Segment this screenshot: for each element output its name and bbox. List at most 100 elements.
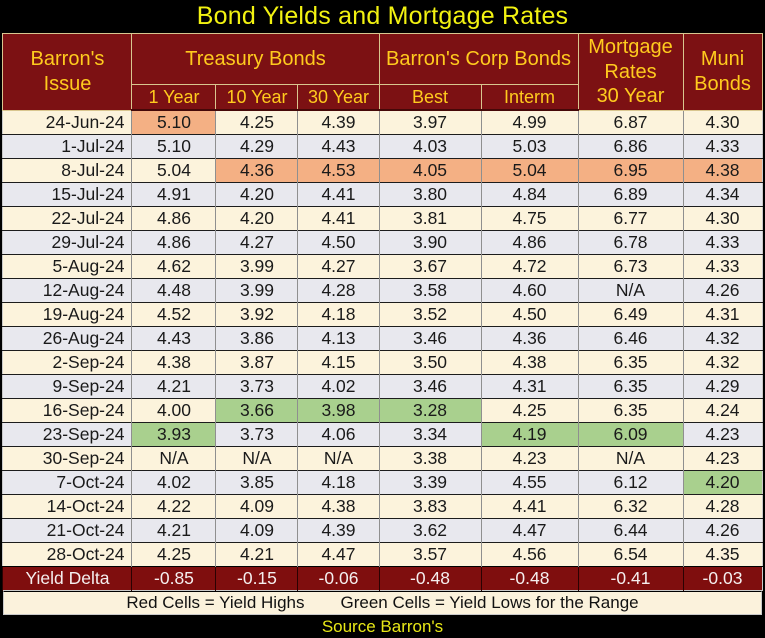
yield-value-cell: 4.02 (131, 470, 216, 495)
table-row: 24-Jun-24 5.10 4.25 4.39 3.97 4.99 6.87 4.30 (2, 109, 762, 135)
table-row: 19-Aug-24 4.52 3.92 4.18 3.52 4.50 6.49 4.31 (2, 302, 762, 327)
yield-value-cell: 4.05 (378, 158, 481, 183)
issue-date-cell: 19-Aug-24 (2, 302, 132, 327)
yield-value-cell: 3.67 (378, 254, 481, 279)
yield-value-cell: 4.13 (297, 326, 379, 351)
yield-value-cell: 3.58 (378, 278, 481, 303)
yield-value-cell: 4.30 (682, 109, 762, 135)
yield-value-cell: 4.33 (682, 230, 762, 255)
table-row: 2-Sep-24 4.38 3.87 4.15 3.50 4.38 6.35 4.32 (2, 350, 762, 375)
yield-value-cell: 6.77 (577, 206, 683, 231)
yield-value-cell: 3.87 (215, 350, 298, 375)
yield-value-cell: 4.86 (480, 230, 578, 255)
yield-value-cell: 4.21 (131, 518, 216, 543)
yield-value-cell: 4.41 (480, 494, 578, 519)
col-header-barrons-issue: Barron's Issue (2, 33, 133, 111)
yield-value-cell: 6.35 (577, 374, 683, 399)
issue-date-cell: 24-Jun-24 (2, 109, 132, 135)
yield-value-cell: 4.26 (682, 278, 762, 303)
yield-value-cell: 4.20 (215, 182, 298, 207)
yield-value-cell: 4.15 (297, 350, 379, 375)
yield-value-cell: 4.84 (480, 182, 578, 207)
issue-date-cell: 23-Sep-24 (2, 422, 132, 447)
yield-value-cell: 6.35 (577, 350, 683, 375)
yield-value-cell: 4.20 (682, 470, 762, 495)
col-header-1-year: 1 Year (131, 84, 217, 111)
yield-value-cell: 3.46 (378, 374, 481, 399)
yield-value-cell: 4.06 (297, 422, 379, 447)
issue-date-cell: 30-Sep-24 (2, 446, 132, 471)
yield-value-cell: 4.34 (682, 182, 762, 207)
yield-value-cell: 4.50 (297, 230, 379, 255)
yield-value-cell: 4.27 (297, 254, 379, 279)
page-title: Bond Yields and Mortgage Rates (196, 2, 569, 30)
source-label: Source Barron's (321, 616, 444, 636)
yield-value-cell: 4.09 (215, 494, 298, 519)
yield-value-cell: 4.19 (480, 422, 578, 447)
yield-value-cell: 4.47 (297, 542, 379, 567)
issue-date-cell: 1-Jul-24 (2, 134, 132, 159)
yield-value-cell: N/A (215, 446, 298, 471)
yield-value-cell: 3.86 (215, 326, 298, 351)
yield-value-cell: 4.36 (215, 158, 298, 183)
yield-value-cell: 4.32 (682, 326, 762, 351)
yield-value-cell: 4.31 (682, 302, 762, 327)
issue-date-cell: 8-Jul-24 (2, 158, 132, 183)
issue-date-cell: 28-Oct-24 (2, 542, 132, 567)
table-row: 26-Aug-24 4.43 3.86 4.13 3.46 4.36 6.46 4.32 (2, 326, 762, 351)
yield-value-cell: 3.46 (378, 326, 481, 351)
table-row: 1-Jul-24 5.10 4.29 4.43 4.03 5.03 6.86 4.33 (2, 134, 762, 159)
yield-value-cell: 4.29 (682, 374, 762, 399)
yield-value-cell: 4.39 (297, 109, 379, 135)
legend-bar: Red Cells = Yield Highs Green Cells = Yi… (3, 591, 762, 615)
yield-value-cell: 4.50 (480, 302, 578, 327)
yield-value-cell: 4.27 (215, 230, 298, 255)
yield-delta-row: Yield Delta -0.85 -0.15 -0.06 -0.48 -0.48 -0.4… (2, 566, 762, 591)
yield-value-cell: 3.73 (215, 374, 298, 399)
table-row: 12-Aug-24 4.48 3.99 4.28 3.58 4.60 N/A 4.26 (2, 278, 762, 303)
yield-value-cell: 4.02 (297, 374, 379, 399)
yield-value-cell: 5.03 (480, 134, 578, 159)
yield-delta-value: -0.06 (297, 566, 379, 591)
yield-value-cell: 4.60 (480, 278, 578, 303)
col-header-mortgage-rates: Mortgage Rates 30 Year (577, 33, 684, 111)
table-row: 5-Aug-24 4.62 3.99 4.27 3.67 4.72 6.73 4.33 (2, 254, 762, 279)
yield-value-cell: 4.25 (131, 542, 216, 567)
yield-delta-value: -0.48 (378, 566, 481, 591)
yield-value-cell: 4.25 (480, 398, 578, 423)
issue-date-cell: 5-Aug-24 (2, 254, 132, 279)
table-row: 22-Jul-24 4.86 4.20 4.41 3.81 4.75 6.77 4.30 (2, 206, 762, 231)
yield-value-cell: 4.25 (215, 109, 298, 135)
yield-value-cell: 4.52 (131, 302, 216, 327)
yield-value-cell: 3.81 (378, 206, 481, 231)
source-bar: Source Barron's (0, 615, 765, 638)
yield-value-cell: 3.92 (215, 302, 298, 327)
yield-value-cell: 4.38 (682, 158, 762, 183)
yield-value-cell: 4.56 (480, 542, 578, 567)
yield-value-cell: 6.44 (577, 518, 683, 543)
legend-red-highs: Red Cells = Yield Highs (126, 593, 305, 612)
yield-value-cell: 4.36 (480, 326, 578, 351)
yield-value-cell: 4.41 (297, 182, 379, 207)
col-header-muni-bonds: Muni Bonds (682, 33, 763, 111)
table-row: 29-Jul-24 4.86 4.27 4.50 3.90 4.86 6.78 4.33 (2, 230, 762, 255)
yield-value-cell: 4.03 (378, 134, 481, 159)
table-row: 7-Oct-24 4.02 3.85 4.18 3.39 4.55 6.12 4.20 (2, 470, 762, 495)
yield-value-cell: 4.26 (682, 518, 762, 543)
table-row: 15-Jul-24 4.91 4.20 4.41 3.80 4.84 6.89 4.34 (2, 182, 762, 207)
yield-value-cell: 3.99 (215, 278, 298, 303)
yield-value-cell: 4.23 (682, 422, 762, 447)
header-group-row: Barron's Issue Treasury Bonds Barron's C… (2, 33, 763, 111)
yield-value-cell: 4.00 (131, 398, 216, 423)
title-bar: Bond Yields and Mortgage Rates (0, 0, 765, 33)
yield-value-cell: 3.85 (215, 470, 298, 495)
yield-value-cell: 4.43 (131, 326, 216, 351)
yield-value-cell: 4.21 (215, 542, 298, 567)
yield-value-cell: 4.09 (215, 518, 298, 543)
yield-value-cell: 3.83 (378, 494, 481, 519)
yield-value-cell: 3.66 (215, 398, 298, 423)
col-group-corp-bonds: Barron's Corp Bonds (378, 33, 579, 85)
yield-value-cell: 4.86 (131, 230, 216, 255)
table-row: 16-Sep-24 4.00 3.66 3.98 3.28 4.25 6.35 4.24 (2, 398, 762, 423)
yield-value-cell: 6.49 (577, 302, 683, 327)
